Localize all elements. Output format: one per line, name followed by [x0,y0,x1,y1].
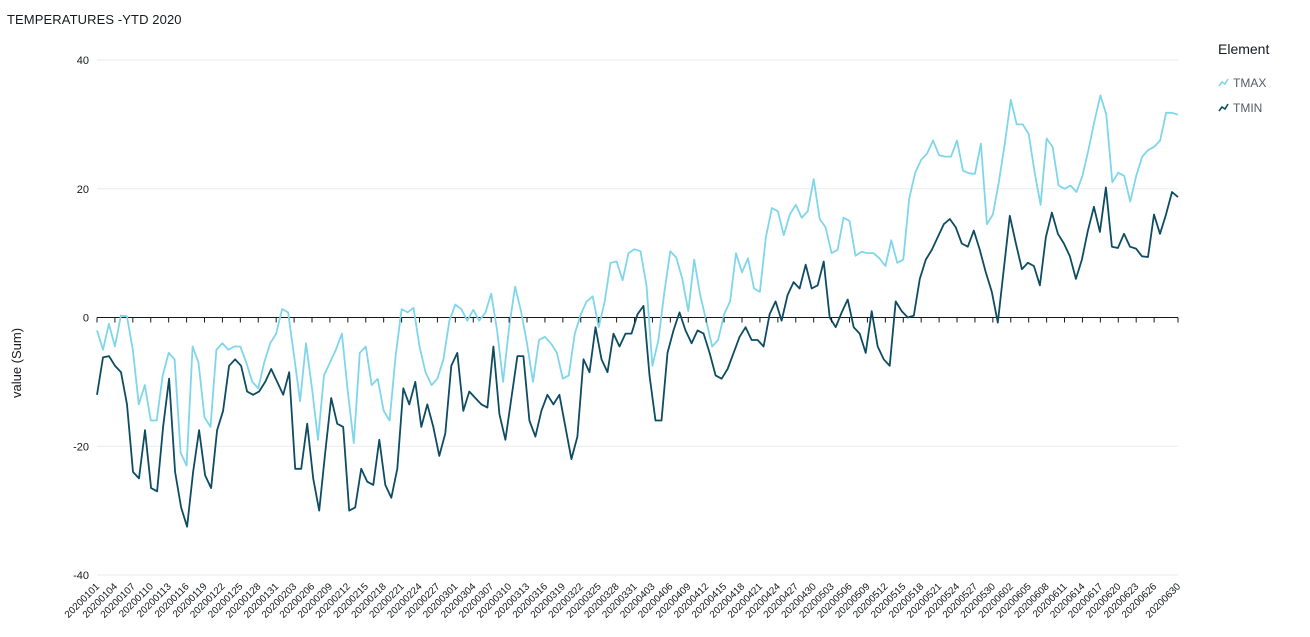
series-line-tmin[interactable] [96,186,1179,528]
legend-label-tmin: TMIN [1233,101,1263,115]
y-tick-label: -20 [73,441,89,453]
y-tick-label: -40 [73,570,89,582]
series-lines [96,94,1179,528]
line-series-icon [1218,103,1229,112]
y-tick-label: 0 [83,313,89,325]
y-tick-label: 20 [77,184,89,196]
legend-item-tmin[interactable]: TMIN [1218,101,1262,115]
line-series-icon [1218,78,1229,87]
y-tick-label: 40 [77,55,89,67]
y-axis-label: value (Sum) [9,328,24,398]
legend-item-tmax[interactable]: TMAX [1218,76,1266,90]
legend-label-tmax: TMAX [1233,76,1267,90]
series-line-tmax[interactable] [96,94,1179,467]
y-axis-ticks: -40 -20 0 20 40 [73,55,89,582]
legend-title: Element [1218,41,1270,57]
chart-title: TEMPERATURES -YTD 2020 [7,12,182,27]
